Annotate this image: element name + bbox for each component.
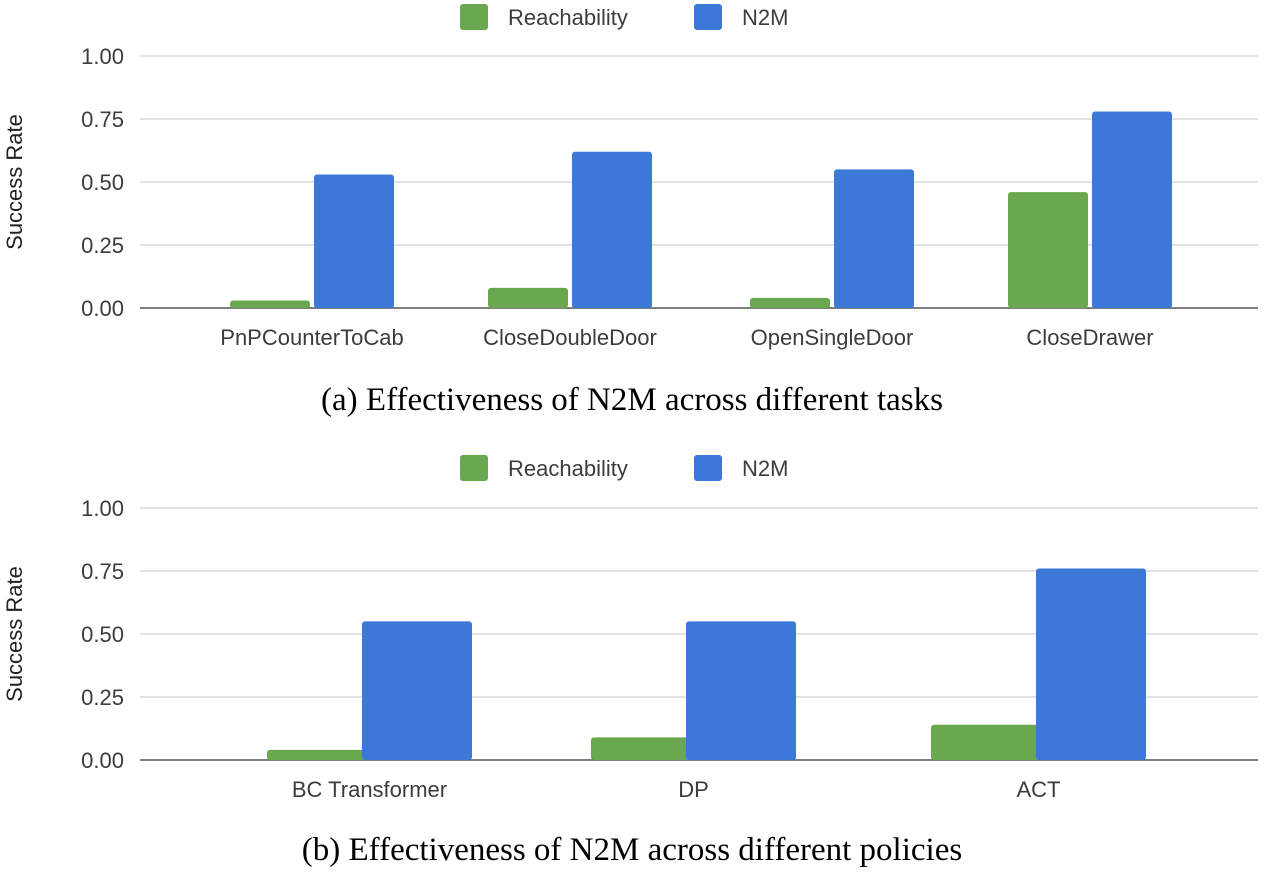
legend-label-reachability: Reachability bbox=[508, 456, 628, 481]
bar-reachability-bc-transformer bbox=[267, 749, 377, 760]
bar-reachability-act bbox=[931, 724, 1041, 760]
y-tick-label: 0.75 bbox=[81, 559, 124, 584]
bar-n2m-closedoubledoor bbox=[572, 151, 652, 308]
y-axis-label: Success Rate bbox=[2, 114, 27, 250]
legend-swatch-reachability bbox=[460, 455, 488, 481]
chart-panel-a: PnPCounterToCab CloseDoubleDoor OpenSingle… bbox=[2, 4, 1258, 418]
y-tick-label: 0.25 bbox=[81, 685, 124, 710]
y-tick-label: 0.00 bbox=[81, 748, 124, 773]
caption-b: (b) Effectiveness of N2M across differen… bbox=[302, 832, 962, 868]
y-tick-label: 0.50 bbox=[81, 170, 124, 195]
bar-reachability-opensingledoor bbox=[750, 297, 830, 308]
caption-a: (a) Effectiveness of N2M across differen… bbox=[321, 382, 943, 418]
x-tick-label: OpenSingleDoor bbox=[751, 325, 914, 350]
bar-n2m-closedrawer bbox=[1092, 111, 1172, 308]
bar-n2m-pnpcountertocab bbox=[314, 174, 394, 308]
y-tick-label: 1.00 bbox=[81, 44, 124, 69]
x-tick-label: ACT bbox=[1017, 777, 1061, 802]
legend-label-n2m: N2M bbox=[742, 5, 788, 30]
x-tick-label: BC Transformer bbox=[292, 777, 447, 802]
y-tick-label: 1.00 bbox=[81, 496, 124, 521]
x-tick-label: CloseDrawer bbox=[1026, 325, 1153, 350]
legend-label-reachability: Reachability bbox=[508, 5, 628, 30]
bar-n2m-dp bbox=[686, 621, 796, 760]
x-tick-label: PnPCounterToCab bbox=[220, 325, 403, 350]
legend-swatch-reachability bbox=[460, 4, 488, 30]
x-tick-label: CloseDoubleDoor bbox=[483, 325, 657, 350]
y-tick-label: 0.25 bbox=[81, 233, 124, 258]
x-tick-label: DP bbox=[678, 777, 709, 802]
y-tick-label: 0.50 bbox=[81, 622, 124, 647]
bar-reachability-closedoubledoor bbox=[488, 287, 568, 308]
bar-reachability-dp bbox=[591, 737, 701, 760]
y-tick-label: 0.75 bbox=[81, 107, 124, 132]
bar-reachability-pnpcountertocab bbox=[230, 300, 310, 308]
legend-label-n2m: N2M bbox=[742, 456, 788, 481]
legend-swatch-n2m bbox=[694, 455, 722, 481]
y-axis-label: Success Rate bbox=[2, 566, 27, 702]
chart-panel-b: BC Transformer DP ACT 0.00 0.25 0.50 0.75 1.00… bbox=[2, 455, 1258, 868]
bar-n2m-opensingledoor bbox=[834, 169, 914, 308]
legend: Reachability N2M bbox=[460, 455, 788, 481]
bar-n2m-act bbox=[1036, 568, 1146, 760]
legend: Reachability N2M bbox=[460, 4, 788, 30]
bar-reachability-closedrawer bbox=[1008, 192, 1088, 308]
y-tick-label: 0.00 bbox=[81, 296, 124, 321]
bar-n2m-bc-transformer bbox=[362, 621, 472, 760]
legend-swatch-n2m bbox=[694, 4, 722, 30]
